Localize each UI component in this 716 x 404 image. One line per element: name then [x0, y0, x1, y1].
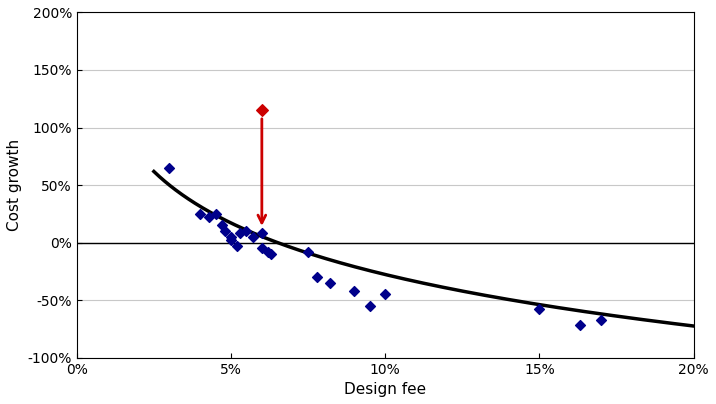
Point — [324, 280, 335, 286]
Point — [226, 237, 237, 244]
Point — [235, 230, 246, 237]
Point — [203, 214, 215, 221]
Point — [163, 164, 175, 171]
Point — [379, 291, 391, 298]
Point — [256, 245, 268, 252]
Point — [349, 288, 360, 294]
Point — [210, 210, 221, 217]
Point — [596, 316, 607, 323]
Point — [216, 222, 228, 229]
Point — [195, 210, 206, 217]
Point — [241, 228, 252, 234]
Point — [262, 248, 274, 255]
Point — [266, 251, 277, 257]
Point — [574, 322, 585, 328]
Point — [219, 228, 231, 234]
Point — [256, 107, 268, 114]
X-axis label: Design fee: Design fee — [344, 382, 426, 397]
Point — [364, 303, 376, 309]
Point — [302, 248, 314, 255]
Y-axis label: Cost growth: Cost growth — [7, 139, 22, 231]
Point — [231, 243, 243, 249]
Point — [533, 306, 545, 313]
Point — [256, 230, 268, 237]
Point — [247, 234, 258, 240]
Point — [311, 274, 323, 280]
Point — [226, 234, 237, 240]
